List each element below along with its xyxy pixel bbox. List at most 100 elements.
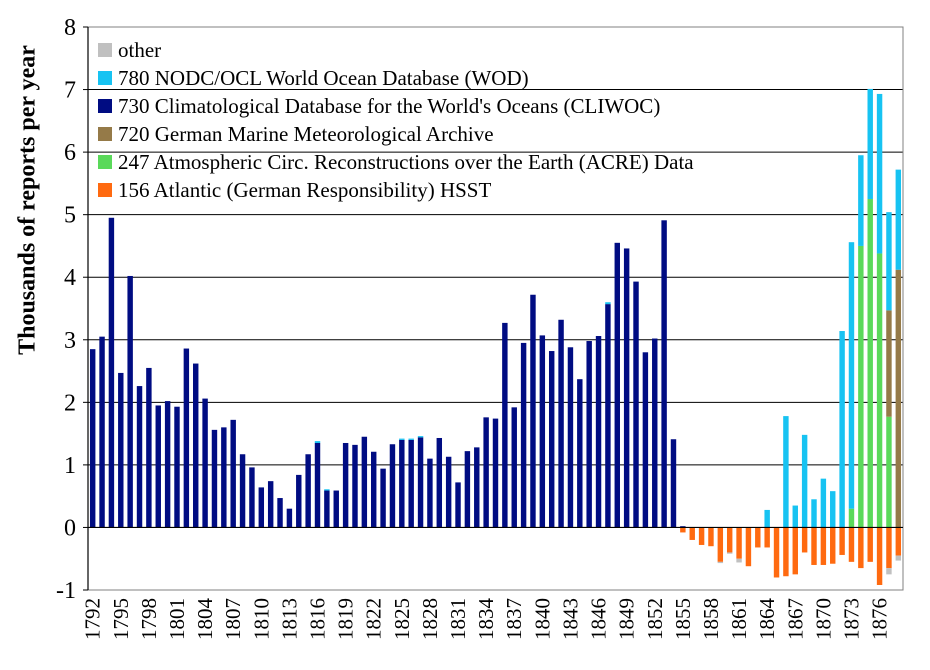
y-tick-label: -1 <box>56 578 76 604</box>
bar-segment <box>792 505 798 528</box>
bar-segment <box>286 508 293 528</box>
bar-segment <box>399 439 405 528</box>
x-tick-label: 1825 <box>390 598 414 640</box>
bar-segment <box>258 487 265 528</box>
bar-segment <box>670 439 677 528</box>
bar-segment <box>427 458 433 528</box>
legend-label: other <box>118 38 162 62</box>
y-tick-label: 3 <box>64 328 76 354</box>
bar-segment <box>783 416 789 528</box>
bar-segment <box>314 442 321 528</box>
bar-segment <box>895 269 902 528</box>
legend-swatch <box>98 183 112 197</box>
bar-segment <box>202 398 208 528</box>
bar-segment <box>408 438 414 440</box>
x-tick-label: 1873 <box>840 598 864 640</box>
bar-segment <box>623 248 630 528</box>
bar-segment <box>371 451 377 528</box>
legend-label: 730 Climatological Database for the Worl… <box>118 94 661 118</box>
bar-segment <box>680 527 686 533</box>
bar-segment <box>380 468 386 528</box>
bar-segment <box>305 454 311 528</box>
legend: other 780 NODC/OCL World Ocean Database (… <box>98 36 694 204</box>
bar-segment <box>895 555 902 561</box>
bar-segment <box>801 527 808 553</box>
bar-segment <box>239 454 246 528</box>
bar-segment <box>474 447 480 528</box>
legend-item: 156 Atlantic (German Responsibility) HSS… <box>98 176 694 204</box>
bar-segment <box>876 253 883 528</box>
bar-segment <box>558 319 564 528</box>
bar-segment <box>886 416 892 528</box>
bar-segment <box>342 442 349 528</box>
bar-segment <box>605 302 611 305</box>
bar-segment <box>577 379 583 528</box>
bar-segment <box>867 527 873 562</box>
legend-swatch <box>98 43 112 57</box>
bar-segment <box>839 331 845 528</box>
bar-segment <box>118 372 124 528</box>
bar-segment <box>895 169 902 270</box>
legend-label: 780 NODC/OCL World Ocean Database (WOD) <box>118 66 529 90</box>
bar-segment <box>445 456 452 528</box>
x-tick-label: 1861 <box>727 598 751 640</box>
legend-item: 780 NODC/OCL World Ocean Database (WOD) <box>98 64 694 92</box>
bar-segment <box>183 348 190 528</box>
bar-segment <box>211 429 218 528</box>
y-tick-label: 8 <box>64 15 76 41</box>
x-tick-label: 1870 <box>811 598 835 640</box>
bar-segment <box>876 527 883 585</box>
bar-segment <box>848 508 855 528</box>
bar-segment <box>230 419 236 528</box>
bar-segment <box>586 341 592 528</box>
bar-segment <box>717 561 724 564</box>
x-tick-label: 1864 <box>755 598 779 641</box>
bar-segment <box>895 527 902 556</box>
bar-segment <box>764 527 770 548</box>
bar-segment <box>736 527 742 559</box>
x-tick-label: 1801 <box>165 598 189 640</box>
bar-segment <box>886 212 892 311</box>
bar-segment <box>876 93 883 254</box>
bar-segment <box>858 527 864 569</box>
x-tick-label: 1795 <box>109 598 133 640</box>
bar-segment <box>520 342 527 528</box>
x-tick-label: 1816 <box>306 598 330 640</box>
bar-segment <box>886 310 892 417</box>
bar-segment <box>417 436 424 438</box>
bars <box>89 88 902 585</box>
x-tick-label: 1810 <box>249 598 273 640</box>
x-tick-label: 1852 <box>643 598 667 640</box>
legend-swatch <box>98 99 112 113</box>
bar-segment <box>89 349 96 528</box>
x-tick-label: 1807 <box>221 598 245 640</box>
bar-segment <box>399 438 405 440</box>
bar-segment <box>389 444 396 528</box>
legend-label: 247 Atmospheric Circ. Reconstructions ov… <box>118 150 694 174</box>
bar-segment <box>333 490 339 528</box>
x-tick-label: 1858 <box>699 598 723 640</box>
bar-segment <box>408 439 414 528</box>
bar-segment <box>164 401 171 528</box>
y-tick-label: 1 <box>64 453 76 479</box>
x-tick-label: 1840 <box>530 598 554 640</box>
bar-segment <box>614 242 620 528</box>
bar-segment <box>764 509 770 528</box>
bar-segment <box>755 527 761 548</box>
x-tick-label: 1843 <box>558 598 582 640</box>
bar-segment <box>567 347 574 528</box>
x-tick-label: 1798 <box>137 598 161 640</box>
bar-segment <box>642 352 649 528</box>
bar-segment <box>108 217 115 528</box>
bar-segment <box>633 281 639 528</box>
x-tick-label: 1846 <box>587 598 611 640</box>
bar-segment <box>708 527 714 547</box>
bar-segment <box>830 527 836 564</box>
y-tick-label: 2 <box>64 390 76 416</box>
legend-label: 720 German Marine Meteorological Archive <box>118 122 494 146</box>
bar-segment <box>698 527 705 545</box>
x-tick-labels: 1792 1795 1798 1801 1804 1807 1810 1813 1816 1819… <box>81 598 892 641</box>
y-tick-label: 0 <box>64 515 76 541</box>
x-tick-label: 1849 <box>615 598 639 640</box>
bar-segment <box>867 199 873 528</box>
